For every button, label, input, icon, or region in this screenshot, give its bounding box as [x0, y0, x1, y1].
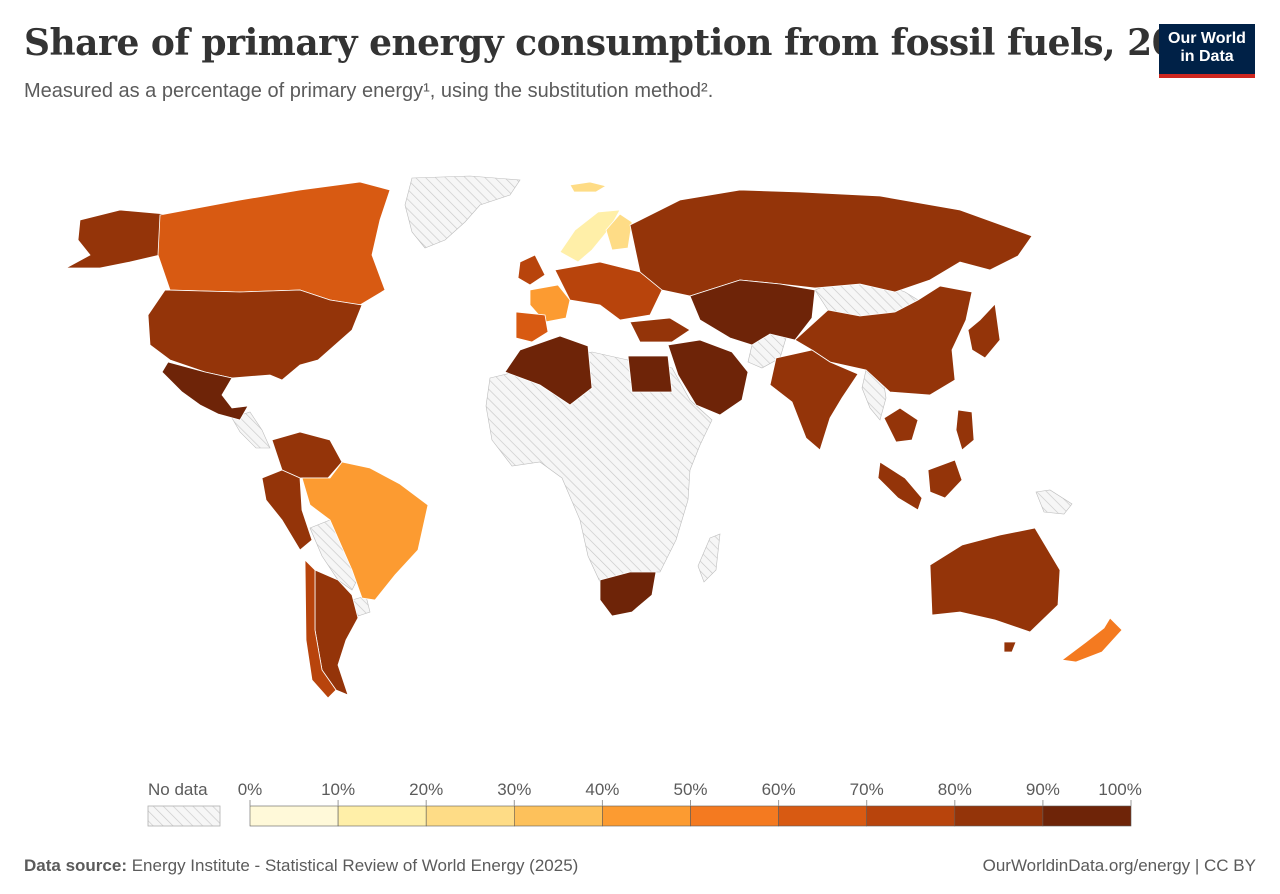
- region-algeria: [504, 335, 593, 406]
- legend-graphic: [147, 800, 1132, 827]
- legend-tick-label: 60%: [761, 780, 796, 799]
- legend-tick-label: 10%: [321, 780, 356, 799]
- legend-tick-label: 20%: [409, 780, 444, 799]
- footer-source: Data source: Energy Institute - Statisti…: [24, 856, 578, 876]
- region-australia: [929, 527, 1061, 633]
- region-india: [769, 349, 859, 451]
- owid-logo[interactable]: Our World in Data: [1159, 24, 1255, 78]
- data-regions: [65, 181, 1123, 699]
- legend-tick-label: 90%: [1025, 780, 1060, 799]
- legend-bin-1[interactable]: [337, 805, 427, 827]
- legend-bin-8[interactable]: [954, 805, 1044, 827]
- region-china: [794, 285, 973, 396]
- legend-bin-3[interactable]: [513, 805, 603, 827]
- region-brazil: [301, 461, 429, 601]
- region-france: [529, 284, 571, 323]
- legend-tick-label: 50%: [673, 780, 708, 799]
- region-peru-ecuador: [261, 469, 313, 551]
- legend-tick-label: 40%: [585, 780, 620, 799]
- region-southeast-asia: [883, 407, 919, 443]
- legend-no-data-swatch: [147, 805, 221, 827]
- legend-bin-5[interactable]: [690, 805, 779, 827]
- region-middle-east: [667, 339, 749, 416]
- legend-tick-label: 80%: [937, 780, 972, 799]
- region-iceland: [569, 181, 608, 193]
- legend-bin-0[interactable]: [249, 805, 339, 827]
- logo-line-2: in Data: [1180, 48, 1234, 65]
- region-iberia: [515, 311, 549, 343]
- region-new-zealand: [1060, 617, 1123, 663]
- footer-source-text: Energy Institute - Statistical Review of…: [131, 856, 579, 875]
- legend-tick-label: 70%: [849, 780, 884, 799]
- footer-credit[interactable]: OurWorldinData.org/energy | CC BY: [982, 856, 1256, 875]
- legend-bin-2[interactable]: [425, 805, 515, 827]
- region-norway-sweden: [559, 209, 621, 263]
- legend-ticks: [249, 800, 1132, 806]
- region-central-america: [231, 411, 271, 449]
- region-chile: [304, 559, 337, 699]
- region-madagascar: [697, 533, 721, 583]
- region-uk: [517, 254, 546, 286]
- region-central-europe: [554, 261, 663, 321]
- region-tasmania: [1003, 641, 1017, 653]
- region-egypt: [627, 355, 673, 393]
- region-papua: [1035, 489, 1073, 515]
- legend-bin-4[interactable]: [602, 805, 691, 827]
- region-africa-nodata: [485, 351, 713, 583]
- region-indonesia: [877, 461, 923, 511]
- legend-no-data-label: No data: [148, 780, 208, 799]
- legend-bin-7[interactable]: [866, 805, 956, 827]
- legend-tick-label: 0%: [237, 780, 263, 799]
- region-philippines: [955, 409, 975, 451]
- region-kazakhstan-central-asia: [689, 279, 816, 346]
- region-greenland: [404, 175, 521, 249]
- region-finland: [605, 213, 633, 251]
- region-alaska: [65, 209, 166, 269]
- region-turkey: [629, 317, 691, 343]
- region-russia: [629, 189, 1033, 297]
- region-southern-africa: [599, 571, 657, 617]
- region-korea-japan: [967, 303, 1001, 359]
- region-borneo-sulawesi: [927, 459, 963, 499]
- footer-source-label: Data source:: [24, 856, 127, 875]
- chart-subtitle: Measured as a percentage of primary ener…: [24, 80, 714, 102]
- region-canada: [157, 181, 391, 306]
- region-usa: [147, 289, 363, 381]
- legend-tick-label: 30%: [497, 780, 532, 799]
- legend-bin-6[interactable]: [778, 805, 867, 827]
- chart-title: Share of primary energy consumption from…: [24, 22, 1226, 64]
- region-mexico: [161, 361, 249, 421]
- legend-bins: [249, 805, 1132, 827]
- logo-accent-bar: [1159, 74, 1255, 78]
- logo-line-1: Our World: [1168, 30, 1246, 47]
- legend-bin-9[interactable]: [1042, 805, 1132, 827]
- legend-tick-label: 100%: [1098, 780, 1142, 799]
